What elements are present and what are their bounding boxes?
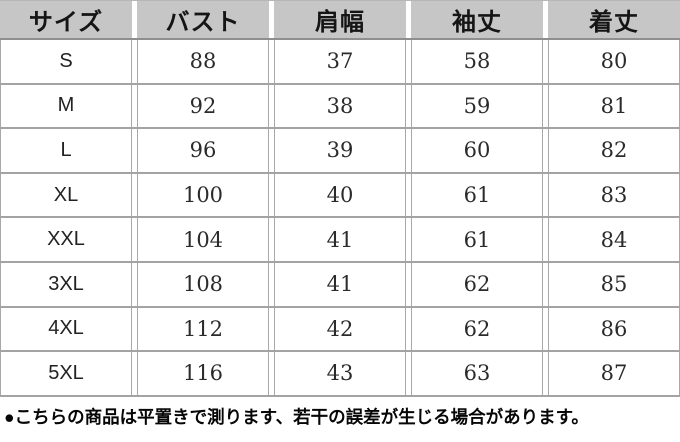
value-cell: 42 — [274, 307, 406, 351]
column-header-4: 袖丈 — [411, 1, 543, 38]
column-header-3: 肩幅 — [274, 1, 406, 38]
column-header-2: バスト — [137, 1, 269, 38]
table-row-XXL: XXL 104 41 61 84 — [0, 218, 680, 263]
table-body: S 88 37 58 80 M 92 38 59 81 L 96 39 60 82 XL 100 40 61 83 XX… — [0, 40, 680, 397]
size-label-cell: M — [0, 84, 132, 128]
size-label-cell: 4XL — [0, 307, 132, 351]
value-cell: 84 — [548, 218, 680, 261]
table-row-S: S 88 37 58 80 — [0, 40, 680, 85]
table-header-row: サイズ バスト 肩幅 袖丈 着丈 — [0, 0, 680, 40]
size-label-cell: 5XL — [0, 352, 132, 395]
value-cell: 112 — [137, 307, 269, 351]
table-row-4XL: 4XL 112 42 62 86 — [0, 307, 680, 353]
value-cell: 41 — [274, 218, 406, 261]
table-row-3XL: 3XL 108 41 62 85 — [0, 262, 680, 308]
value-cell: 100 — [137, 173, 269, 217]
size-label-cell: L — [0, 129, 132, 172]
size-label-cell: S — [0, 40, 132, 83]
value-cell: 59 — [411, 84, 543, 128]
size-chart-table: サイズ バスト 肩幅 袖丈 着丈 S 88 37 58 80 M 92 38 59 81 L 96 39 60 82… — [0, 0, 680, 397]
table-row-M: M 92 38 59 81 — [0, 84, 680, 130]
value-cell: 41 — [274, 262, 406, 306]
value-cell: 43 — [274, 352, 406, 395]
value-cell: 40 — [274, 173, 406, 217]
size-label-cell: XL — [0, 173, 132, 217]
value-cell: 96 — [137, 129, 269, 172]
value-cell: 62 — [411, 307, 543, 351]
value-cell: 81 — [548, 84, 680, 128]
table-row-XL: XL 100 40 61 83 — [0, 173, 680, 219]
value-cell: 61 — [411, 218, 543, 261]
value-cell: 62 — [411, 262, 543, 306]
value-cell: 38 — [274, 84, 406, 128]
value-cell: 104 — [137, 218, 269, 261]
value-cell: 61 — [411, 173, 543, 217]
value-cell: 80 — [548, 40, 680, 83]
value-cell: 63 — [411, 352, 543, 395]
value-cell: 88 — [137, 40, 269, 83]
value-cell: 60 — [411, 129, 543, 172]
table-row-5XL: 5XL 116 43 63 87 — [0, 352, 680, 397]
value-cell: 87 — [548, 352, 680, 395]
value-cell: 58 — [411, 40, 543, 83]
value-cell: 108 — [137, 262, 269, 306]
value-cell: 85 — [548, 262, 680, 306]
measurement-disclaimer-note: ●こちらの商品は平置きで測ります、若干の誤差が生じる場合があります。 — [4, 406, 589, 427]
table-row-L: L 96 39 60 82 — [0, 129, 680, 174]
value-cell: 37 — [274, 40, 406, 83]
column-header-1: サイズ — [0, 1, 132, 38]
value-cell: 82 — [548, 129, 680, 172]
value-cell: 83 — [548, 173, 680, 217]
value-cell: 39 — [274, 129, 406, 172]
size-label-cell: 3XL — [0, 262, 132, 306]
value-cell: 116 — [137, 352, 269, 395]
column-header-5: 着丈 — [548, 1, 680, 38]
value-cell: 86 — [548, 307, 680, 351]
value-cell: 92 — [137, 84, 269, 128]
size-label-cell: XXL — [0, 218, 132, 261]
